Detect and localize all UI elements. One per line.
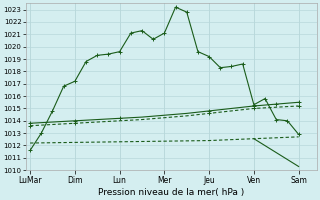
X-axis label: Pression niveau de la mer( hPa ): Pression niveau de la mer( hPa ) — [98, 188, 244, 197]
